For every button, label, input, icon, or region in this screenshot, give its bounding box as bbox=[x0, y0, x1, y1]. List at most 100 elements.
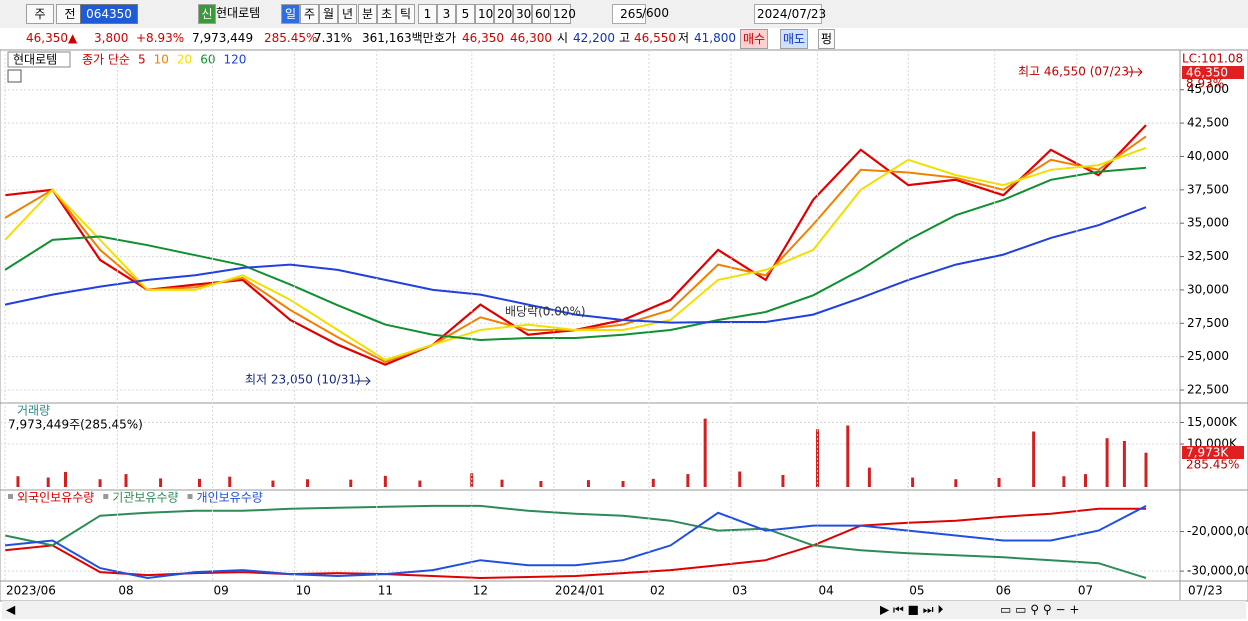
y-tick-label: 22,500 bbox=[1187, 383, 1229, 397]
line-series bbox=[4, 206, 1147, 324]
volume-bar bbox=[1083, 474, 1087, 487]
line-series bbox=[4, 166, 1147, 342]
x-tick-label: 10 bbox=[296, 584, 311, 598]
volume-bar bbox=[46, 477, 50, 487]
toolbar-item[interactable]: 분 bbox=[358, 4, 377, 24]
toolbar-item[interactable]: 월 bbox=[319, 4, 338, 24]
zoom-tools[interactable]: ▭ ▭ ⚲ ⚲ − + bbox=[1000, 603, 1079, 617]
annotation-arrow bbox=[1128, 67, 1143, 77]
y-tick-label: 35,000 bbox=[1187, 216, 1229, 230]
scrollbar[interactable] bbox=[2, 601, 1246, 619]
legend-entry: 10 bbox=[154, 53, 169, 67]
toolbar-item: ▲ bbox=[68, 31, 78, 45]
x-tick-label: 05 bbox=[909, 584, 924, 598]
x-end-label: 07/23 bbox=[1188, 584, 1223, 598]
toolbar-item[interactable]: 일 bbox=[281, 4, 300, 24]
scroll-left[interactable]: ◀ bbox=[6, 603, 16, 617]
toolbar-item[interactable]: 3 bbox=[437, 4, 456, 24]
toolbar-item[interactable]: 10 bbox=[475, 4, 494, 24]
y-tick-label: -20,000,00 bbox=[1187, 524, 1248, 538]
toolbar-item[interactable]: 1 bbox=[418, 4, 437, 24]
toolbar-item[interactable]: 년 bbox=[338, 4, 357, 24]
last-price-label: 46,350 bbox=[1186, 66, 1228, 80]
toolbar-item: 7.31% bbox=[314, 31, 353, 45]
y-tick-label: 40,000 bbox=[1187, 149, 1229, 163]
legend-entry: 60 bbox=[200, 53, 215, 67]
legend-entry: 기관보유수량 bbox=[112, 491, 178, 505]
toolbar-item[interactable]: 틱 bbox=[396, 4, 415, 24]
x-tick-label: 02 bbox=[650, 584, 665, 598]
x-tick-label: 2023/06 bbox=[6, 584, 56, 598]
toolbar-item[interactable]: 매도 bbox=[780, 29, 809, 49]
x-tick-label: 04 bbox=[819, 584, 834, 598]
toolbar-item: 42,200 bbox=[573, 31, 615, 45]
toolbar-item[interactable]: 매수 bbox=[740, 29, 769, 49]
y-tick-label: 32,500 bbox=[1187, 249, 1229, 263]
volume-bar bbox=[197, 478, 201, 487]
toolbar-item[interactable]: 5 bbox=[456, 4, 475, 24]
change-label: 8.93% bbox=[1186, 77, 1224, 91]
volume-bar bbox=[586, 480, 590, 487]
toolbar-item[interactable]: 신 bbox=[198, 4, 216, 24]
ratio-label: 285.45% bbox=[1186, 458, 1239, 472]
toolbar-item: 시 bbox=[557, 31, 569, 45]
annotation-arrow bbox=[355, 376, 371, 386]
x-tick-label: 11 bbox=[378, 584, 393, 598]
legend-entry: 5 bbox=[138, 53, 146, 67]
toolbar-item[interactable]: 주 bbox=[300, 4, 319, 24]
last-price-box bbox=[1182, 66, 1244, 79]
legend-entry: 개인보유수량 bbox=[197, 491, 263, 505]
x-tick-label: 09 bbox=[213, 584, 228, 598]
volume-bar bbox=[470, 473, 474, 487]
volume-bar bbox=[1122, 440, 1126, 487]
toolbar-item[interactable]: 064350 bbox=[80, 4, 138, 24]
volume-bar bbox=[271, 480, 275, 487]
x-tick-label: 06 bbox=[996, 584, 1011, 598]
line-series bbox=[4, 146, 1147, 362]
legend-box bbox=[7, 51, 71, 68]
toolbar-item: 3,800 bbox=[94, 31, 129, 45]
volume-bar bbox=[703, 418, 707, 487]
volume-bar bbox=[867, 467, 871, 487]
toolbar-item[interactable]: 265 bbox=[612, 4, 646, 24]
chart-title: 현대로템 bbox=[13, 53, 57, 67]
legend-entry: 120 bbox=[223, 53, 246, 67]
volume-bar bbox=[954, 479, 958, 487]
volume-bar bbox=[911, 477, 915, 487]
last-volume-box bbox=[1182, 446, 1244, 459]
toolbar-item[interactable]: 30 bbox=[513, 4, 532, 24]
panel-subtitle: 7,973,449주(285.45%) bbox=[8, 418, 143, 432]
toolbar-item: 저 bbox=[678, 31, 690, 45]
toolbar-item[interactable]: 주 bbox=[26, 4, 54, 24]
toolbar-item[interactable]: 초 bbox=[377, 4, 396, 24]
volume-bar bbox=[1105, 438, 1109, 487]
volume-bar bbox=[159, 478, 163, 487]
toolbar-item[interactable]: 120 bbox=[550, 4, 576, 24]
legend-marker bbox=[103, 494, 109, 499]
x-tick-label: 07 bbox=[1078, 584, 1093, 598]
toolbar-item: +8.93% bbox=[136, 31, 185, 45]
y-tick-label: 15,000K bbox=[1187, 415, 1238, 429]
frame bbox=[0, 50, 1248, 602]
grid-icon[interactable] bbox=[7, 69, 22, 83]
volume-bar bbox=[349, 479, 353, 487]
toolbar-item: 361,163백만 bbox=[362, 31, 434, 45]
toolbar-item[interactable]: 20 bbox=[494, 4, 513, 24]
annotation: 최고 46,550 (07/23) bbox=[1018, 65, 1134, 79]
volume-bar bbox=[539, 480, 543, 487]
x-tick-label: 08 bbox=[118, 584, 133, 598]
y-tick-label: 42,500 bbox=[1187, 116, 1229, 130]
legend-marker bbox=[187, 494, 193, 499]
scroll-right[interactable]: ▶ ⏮ ■ ⏭ ⏵ bbox=[880, 603, 943, 617]
toolbar-item: 41,800 bbox=[694, 31, 736, 45]
volume-bar bbox=[651, 478, 655, 487]
toolbar-item[interactable]: 60 bbox=[532, 4, 551, 24]
y-tick-label: -30,000,00 bbox=[1187, 564, 1248, 578]
x-tick-label: 12 bbox=[473, 584, 488, 598]
toolbar-item[interactable]: 펑 bbox=[818, 29, 836, 49]
toolbar-item: 7,973,449 bbox=[192, 31, 254, 45]
toolbar-item[interactable]: 2024/07/23 bbox=[754, 4, 826, 24]
volume-bar bbox=[383, 475, 387, 487]
toolbar-item: 고 bbox=[619, 31, 631, 45]
